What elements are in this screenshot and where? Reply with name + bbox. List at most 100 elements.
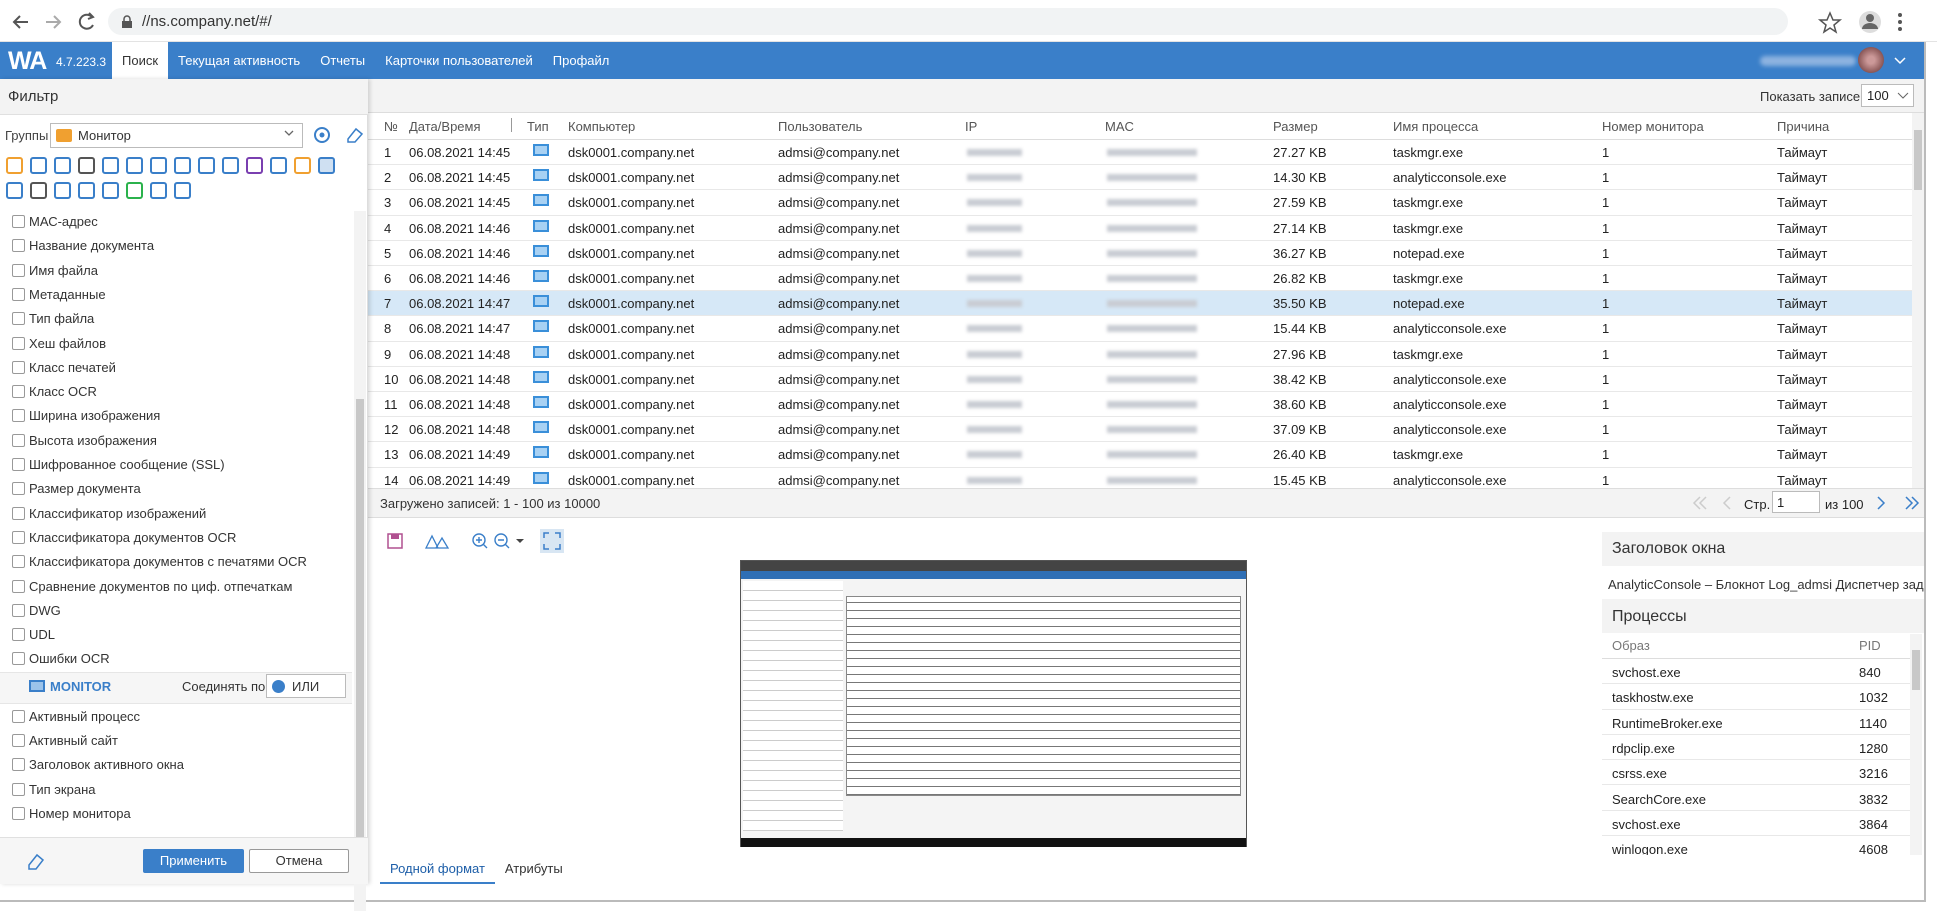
preview-tab[interactable]: Атрибуты bbox=[504, 861, 563, 876]
column-header[interactable]: IP bbox=[965, 119, 978, 134]
nav-tab[interactable]: Профайл bbox=[552, 53, 610, 68]
page-size-select[interactable] bbox=[1861, 84, 1914, 107]
table-row[interactable] bbox=[368, 442, 1912, 468]
column-header[interactable]: Номер монитора bbox=[1602, 119, 1704, 134]
channel-icon[interactable] bbox=[102, 182, 119, 199]
checkbox[interactable] bbox=[12, 312, 25, 326]
pager-prev[interactable] bbox=[1690, 493, 1760, 513]
browser-actions[interactable] bbox=[1810, 0, 1930, 42]
checkbox[interactable] bbox=[12, 215, 25, 228]
checkbox[interactable] bbox=[12, 239, 25, 253]
channel-icon[interactable] bbox=[6, 182, 23, 199]
cancel-button[interactable] bbox=[249, 849, 349, 873]
channel-icon[interactable] bbox=[174, 182, 191, 199]
nav-tab[interactable]: Карточки пользователей bbox=[385, 53, 533, 68]
channel-icon[interactable] bbox=[270, 157, 287, 174]
checkbox[interactable] bbox=[12, 506, 25, 520]
channel-icon[interactable] bbox=[318, 157, 335, 174]
checkbox[interactable] bbox=[12, 385, 25, 399]
nav-buttons[interactable] bbox=[0, 0, 110, 42]
channel-icon[interactable] bbox=[78, 157, 95, 174]
checkbox[interactable] bbox=[12, 579, 25, 593]
apply-button[interactable] bbox=[143, 849, 244, 873]
checkbox[interactable] bbox=[12, 530, 25, 544]
table-row[interactable] bbox=[368, 367, 1912, 392]
table-row[interactable] bbox=[368, 241, 1912, 266]
screenshot-thumbnail[interactable] bbox=[740, 560, 1247, 847]
channel-icon[interactable] bbox=[150, 182, 167, 199]
channel-icon[interactable] bbox=[54, 157, 71, 174]
table-row[interactable] bbox=[368, 216, 1912, 241]
channel-icon[interactable] bbox=[6, 157, 23, 174]
preview-tab[interactable]: Родной формат bbox=[380, 856, 495, 884]
channel-icon[interactable] bbox=[150, 157, 167, 174]
process-row[interactable] bbox=[1602, 659, 1910, 685]
table-row[interactable] bbox=[368, 392, 1912, 418]
group-actions[interactable] bbox=[280, 121, 380, 151]
nav-tab[interactable]: Поиск bbox=[112, 42, 169, 79]
checkbox[interactable] bbox=[12, 336, 25, 350]
pager-next[interactable] bbox=[1870, 493, 1930, 513]
process-row[interactable] bbox=[1602, 684, 1910, 710]
process-row[interactable] bbox=[1602, 760, 1910, 786]
channel-icon[interactable] bbox=[78, 182, 95, 199]
checkbox[interactable] bbox=[12, 409, 25, 423]
process-row[interactable] bbox=[1602, 710, 1910, 735]
column-header[interactable]: Размер bbox=[1273, 119, 1318, 134]
channel-icon[interactable] bbox=[126, 182, 143, 199]
channel-icon[interactable] bbox=[30, 182, 47, 199]
avatar[interactable] bbox=[1858, 47, 1884, 73]
checkbox[interactable] bbox=[12, 433, 25, 447]
channel-icon[interactable] bbox=[246, 157, 263, 174]
channel-icon[interactable] bbox=[222, 157, 239, 174]
table-row[interactable] bbox=[368, 266, 1912, 292]
checkbox[interactable] bbox=[12, 458, 25, 471]
channel-icon[interactable] bbox=[30, 157, 47, 174]
nav-tab[interactable]: Текущая активность bbox=[178, 53, 301, 68]
table-row[interactable] bbox=[368, 316, 1912, 342]
checkbox[interactable] bbox=[12, 482, 25, 496]
channel-icon[interactable] bbox=[198, 157, 215, 174]
preview-toolbar[interactable] bbox=[384, 528, 584, 558]
channel-icon[interactable] bbox=[102, 157, 119, 174]
checkbox[interactable] bbox=[12, 758, 25, 772]
checkbox[interactable] bbox=[12, 782, 25, 796]
process-row[interactable] bbox=[1602, 786, 1910, 811]
checkbox[interactable] bbox=[12, 263, 25, 277]
checkbox[interactable] bbox=[12, 287, 25, 301]
table-row[interactable] bbox=[368, 417, 1912, 443]
checkbox[interactable] bbox=[12, 709, 25, 723]
page-input[interactable] bbox=[1772, 491, 1820, 513]
column-header[interactable]: Компьютер bbox=[568, 119, 636, 134]
column-header[interactable]: Тип bbox=[527, 119, 549, 134]
logo: WA bbox=[8, 47, 47, 75]
channel-icon[interactable] bbox=[54, 182, 71, 199]
clear-button[interactable] bbox=[26, 852, 46, 872]
checkbox[interactable] bbox=[12, 603, 25, 617]
column-header[interactable]: MAC bbox=[1105, 119, 1134, 134]
channel-icon[interactable] bbox=[126, 157, 143, 174]
table-row[interactable] bbox=[368, 165, 1912, 191]
column-header[interactable]: Дата/Время bbox=[409, 119, 481, 134]
table-row[interactable] bbox=[368, 190, 1912, 216]
nav-tab[interactable]: Отчеты bbox=[320, 53, 366, 68]
checkbox[interactable] bbox=[12, 652, 25, 666]
channel-icon[interactable] bbox=[174, 157, 191, 174]
table-row[interactable] bbox=[368, 140, 1912, 166]
column-header[interactable]: № bbox=[384, 119, 398, 134]
checkbox[interactable] bbox=[12, 360, 25, 374]
checkbox[interactable] bbox=[12, 555, 25, 569]
column-header[interactable]: Причина bbox=[1777, 119, 1830, 134]
address-bar[interactable] bbox=[108, 8, 1788, 35]
process-row[interactable] bbox=[1602, 811, 1910, 837]
channel-icon[interactable] bbox=[294, 157, 311, 174]
user-menu-caret[interactable] bbox=[1893, 56, 1907, 66]
process-row[interactable] bbox=[1602, 735, 1910, 761]
column-header[interactable]: Пользователь bbox=[778, 119, 863, 134]
checkbox[interactable] bbox=[12, 806, 25, 820]
column-header[interactable]: Имя процесса bbox=[1393, 119, 1479, 134]
checkbox[interactable] bbox=[12, 734, 25, 747]
table-row[interactable] bbox=[368, 342, 1912, 367]
checkbox[interactable] bbox=[12, 628, 25, 642]
groups-select[interactable] bbox=[50, 123, 303, 148]
